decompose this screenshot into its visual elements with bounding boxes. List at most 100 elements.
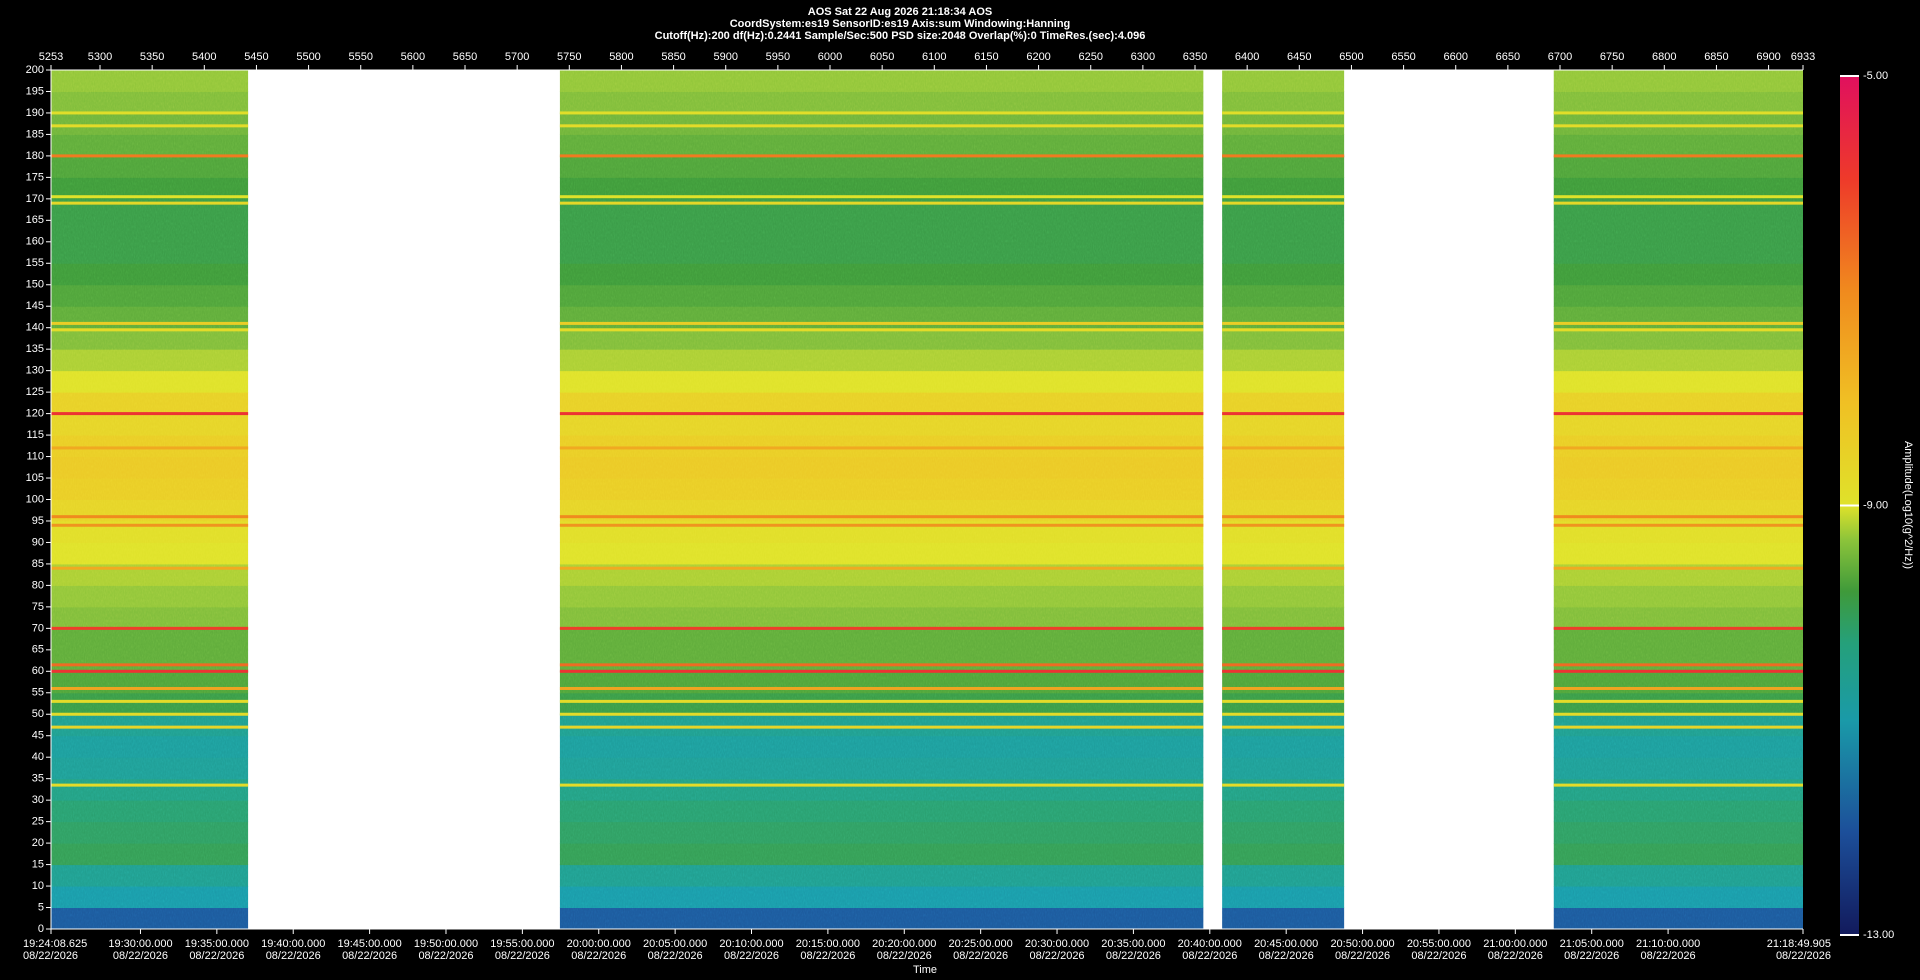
time-tick-label: 20:05:00.000	[643, 938, 707, 950]
tone-line	[51, 412, 249, 416]
y-tick-label: 115	[26, 429, 44, 441]
y-tick-label: 5	[38, 901, 44, 913]
x-tick-label: 5800	[609, 51, 633, 63]
tone-line	[51, 124, 249, 128]
time-tick-label: 20:30:00.000	[1025, 938, 1089, 950]
time-tick-label: 19:35:00.000	[185, 938, 249, 950]
time-tick-date: 08/22/2026	[648, 950, 703, 962]
tone-line	[559, 201, 1204, 205]
y-tick-label: 200	[26, 64, 44, 76]
time-tick-label: 20:45:00.000	[1254, 938, 1318, 950]
y-tick-label: 190	[26, 107, 44, 119]
x-tick-label: 5950	[766, 51, 790, 63]
time-tick-label: 20:20:00.000	[872, 938, 936, 950]
y-tick-label: 70	[32, 622, 44, 634]
tone-line	[1222, 686, 1345, 690]
tone-line	[1222, 111, 1345, 115]
tone-line	[51, 626, 249, 630]
time-tick-date: 08/22/2026	[724, 950, 779, 962]
time-tick-date: 08/22/2026	[1776, 950, 1831, 962]
x-tick-label: 6800	[1652, 51, 1676, 63]
tone-line	[1222, 783, 1345, 787]
tone-line	[1553, 699, 1803, 703]
time-tick-date: 08/22/2026	[1488, 950, 1543, 962]
time-tick-label: 19:50:00.000	[414, 938, 478, 950]
x-tick-label: 5253	[39, 51, 63, 63]
time-tick-label: 20:10:00.000	[719, 938, 783, 950]
y-tick-label: 40	[32, 751, 44, 763]
subtitle: Cutoff(Hz):200 df(Hz):0.2441 Sample/Sec:…	[655, 30, 1146, 42]
x-tick-label: 6250	[1078, 51, 1102, 63]
time-tick-date: 08/22/2026	[953, 950, 1008, 962]
time-tick-date: 08/22/2026	[571, 950, 626, 962]
x-tick-label: 5450	[244, 51, 268, 63]
tone-line	[1553, 686, 1803, 690]
y-tick-label: 85	[32, 558, 44, 570]
y-tick-label: 95	[32, 515, 44, 527]
tone-line	[1222, 412, 1345, 416]
x-axis-label: Time	[913, 964, 937, 976]
tone-line	[1222, 515, 1345, 519]
tone-line	[1553, 566, 1803, 570]
tone-line	[51, 111, 249, 115]
x-tick-label: 6300	[1131, 51, 1155, 63]
title: AOS Sat 22 Aug 2026 21:18:34 AOS	[808, 6, 992, 18]
tone-line	[1222, 328, 1345, 332]
tone-line	[1222, 154, 1345, 158]
noise-texture	[1222, 70, 1345, 929]
time-tick-label: 20:55:00.000	[1407, 938, 1471, 950]
colorbar-label: Amplitude(Log10(g^2/Hz))	[1902, 441, 1914, 569]
tone-line	[559, 124, 1204, 128]
tone-line	[1222, 626, 1345, 630]
tone-line	[559, 712, 1204, 716]
tone-line	[1553, 195, 1803, 199]
x-tick-label: 5300	[88, 51, 112, 63]
tone-line	[1553, 328, 1803, 332]
time-tick-label: 21:10:00.000	[1636, 938, 1700, 950]
tone-line	[51, 154, 249, 158]
time-tick-date: 08/22/2026	[418, 950, 473, 962]
y-tick-label: 60	[32, 665, 44, 677]
subtitle: CoordSystem:es19 SensorID:es19 Axis:sum …	[730, 18, 1071, 30]
colorbar-tick-label: -9.00	[1863, 499, 1888, 511]
time-tick-label: 19:45:00.000	[337, 938, 401, 950]
time-tick-date: 08/22/2026	[800, 950, 855, 962]
time-tick-label: 21:18:49.905	[1767, 938, 1831, 950]
y-tick-label: 165	[26, 214, 44, 226]
tone-line	[1553, 515, 1803, 519]
tone-line	[51, 663, 249, 667]
colorbar-tick-label: -13.00	[1863, 929, 1894, 941]
tone-line	[559, 412, 1204, 416]
tone-line	[1553, 626, 1803, 630]
y-tick-label: 30	[32, 794, 44, 806]
x-tick-label: 5900	[713, 51, 737, 63]
tone-line	[1222, 669, 1345, 673]
time-tick-label: 20:35:00.000	[1101, 938, 1165, 950]
time-tick-date: 08/22/2026	[23, 950, 78, 962]
tone-line	[1222, 201, 1345, 205]
tone-line	[559, 328, 1204, 332]
x-tick-label: 6500	[1339, 51, 1363, 63]
tone-line	[1553, 201, 1803, 205]
tone-line	[51, 328, 249, 332]
time-tick-date: 08/22/2026	[1641, 950, 1696, 962]
x-tick-label: 5600	[401, 51, 425, 63]
x-tick-label: 6350	[1183, 51, 1207, 63]
x-tick-label: 6150	[974, 51, 998, 63]
tone-line	[51, 686, 249, 690]
tone-line	[559, 515, 1204, 519]
y-tick-label: 20	[32, 837, 44, 849]
time-tick-label: 20:40:00.000	[1178, 938, 1242, 950]
tone-line	[51, 712, 249, 716]
tone-line	[1222, 663, 1345, 667]
y-tick-label: 195	[26, 85, 44, 97]
time-tick-date: 08/22/2026	[342, 950, 397, 962]
tone-line	[51, 321, 249, 325]
time-tick-date: 08/22/2026	[1030, 950, 1085, 962]
y-tick-label: 10	[32, 880, 44, 892]
y-tick-label: 175	[26, 171, 44, 183]
y-tick-label: 125	[26, 386, 44, 398]
time-tick-label: 21:00:00.000	[1483, 938, 1547, 950]
tone-line	[51, 195, 249, 199]
